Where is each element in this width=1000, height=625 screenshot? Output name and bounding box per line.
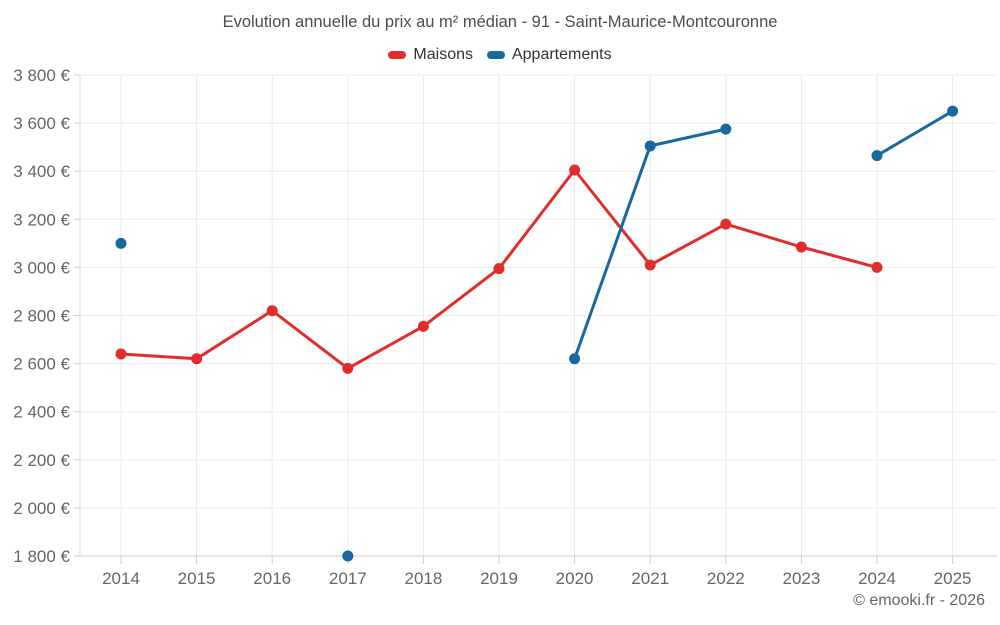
legend-item-appartements[interactable]: Appartements — [486, 46, 612, 64]
appartements-data-point[interactable] — [644, 140, 656, 152]
x-tick-label: 2014 — [102, 569, 140, 588]
appartements-data-point[interactable] — [871, 150, 883, 162]
y-tick-label: 3 600 € — [13, 114, 70, 133]
y-tick-label: 2 600 € — [13, 355, 70, 374]
x-tick-label: 2020 — [556, 569, 594, 588]
legend-item-maisons[interactable]: Maisons — [388, 46, 473, 64]
maisons-data-point[interactable] — [795, 241, 807, 253]
appartements-data-point[interactable] — [342, 550, 354, 562]
maisons-data-point[interactable] — [191, 353, 203, 365]
x-tick-label: 2024 — [858, 569, 896, 588]
appartements-data-point[interactable] — [947, 105, 959, 117]
appartements-data-point[interactable] — [569, 353, 581, 365]
x-tick-label: 2017 — [329, 569, 367, 588]
maisons-series-marker-icon — [388, 51, 407, 59]
appartements-data-point[interactable] — [720, 123, 732, 135]
x-tick-label: 2023 — [782, 569, 820, 588]
y-tick-label: 3 800 € — [13, 66, 70, 85]
x-tick-label: 2022 — [707, 569, 745, 588]
maisons-data-point[interactable] — [115, 348, 127, 360]
y-tick-label: 3 200 € — [13, 210, 70, 229]
maisons-data-point[interactable] — [342, 362, 354, 374]
maisons-data-point[interactable] — [871, 261, 883, 273]
chart-title: Evolution annuelle du prix au m² médian … — [222, 13, 778, 31]
legend-label-appartements: Appartements — [511, 46, 612, 63]
x-tick-label: 2016 — [253, 569, 291, 588]
chart-legend: Maisons Appartements — [0, 46, 1000, 64]
maisons-data-point[interactable] — [644, 259, 656, 271]
x-tick-label: 2018 — [404, 569, 442, 588]
appartements-data-point[interactable] — [115, 237, 127, 249]
y-tick-label: 2 400 € — [13, 403, 70, 422]
x-tick-label: 2019 — [480, 569, 518, 588]
maisons-data-point[interactable] — [417, 320, 429, 332]
copyright-footer: © emooki.fr - 2026 — [853, 592, 985, 609]
y-tick-label: 3 000 € — [13, 258, 70, 277]
y-tick-label: 1 800 € — [13, 547, 70, 566]
y-tick-label: 3 400 € — [13, 162, 70, 181]
x-tick-label: 2015 — [178, 569, 216, 588]
maisons-data-point[interactable] — [569, 164, 581, 176]
y-tick-label: 2 200 € — [13, 451, 70, 470]
x-tick-label: 2021 — [631, 569, 669, 588]
maisons-data-point[interactable] — [493, 263, 505, 275]
y-tick-label: 2 000 € — [13, 499, 70, 518]
legend-label-maisons: Maisons — [413, 46, 473, 63]
x-tick-label: 2025 — [934, 569, 972, 588]
appartements-series-marker-icon — [486, 51, 505, 59]
maisons-data-point[interactable] — [266, 305, 278, 317]
y-tick-label: 2 800 € — [13, 307, 70, 326]
maisons-data-point[interactable] — [720, 218, 732, 230]
